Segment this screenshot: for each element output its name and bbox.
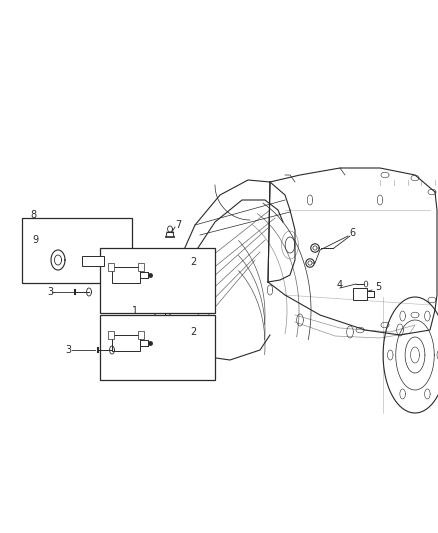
Text: 9: 9 [32,235,38,245]
Text: 7: 7 [175,220,181,230]
Text: 3: 3 [65,345,71,355]
Bar [100,248,215,313]
Bar [108,331,114,339]
Text: 2: 2 [190,327,196,337]
Bar [112,335,140,351]
Text: 1: 1 [132,306,138,316]
Bar [82,256,104,266]
Bar [100,315,215,380]
Bar [353,288,367,300]
Text: 3: 3 [47,287,53,297]
Text: 5: 5 [375,282,381,292]
Bar [138,331,144,339]
Bar [138,263,144,271]
Bar [108,263,114,271]
Bar [22,218,132,283]
Bar [112,267,140,283]
Text: 6: 6 [349,228,355,238]
Text: 2: 2 [190,257,196,267]
Text: 4: 4 [337,280,343,290]
Text: 8: 8 [30,210,36,220]
